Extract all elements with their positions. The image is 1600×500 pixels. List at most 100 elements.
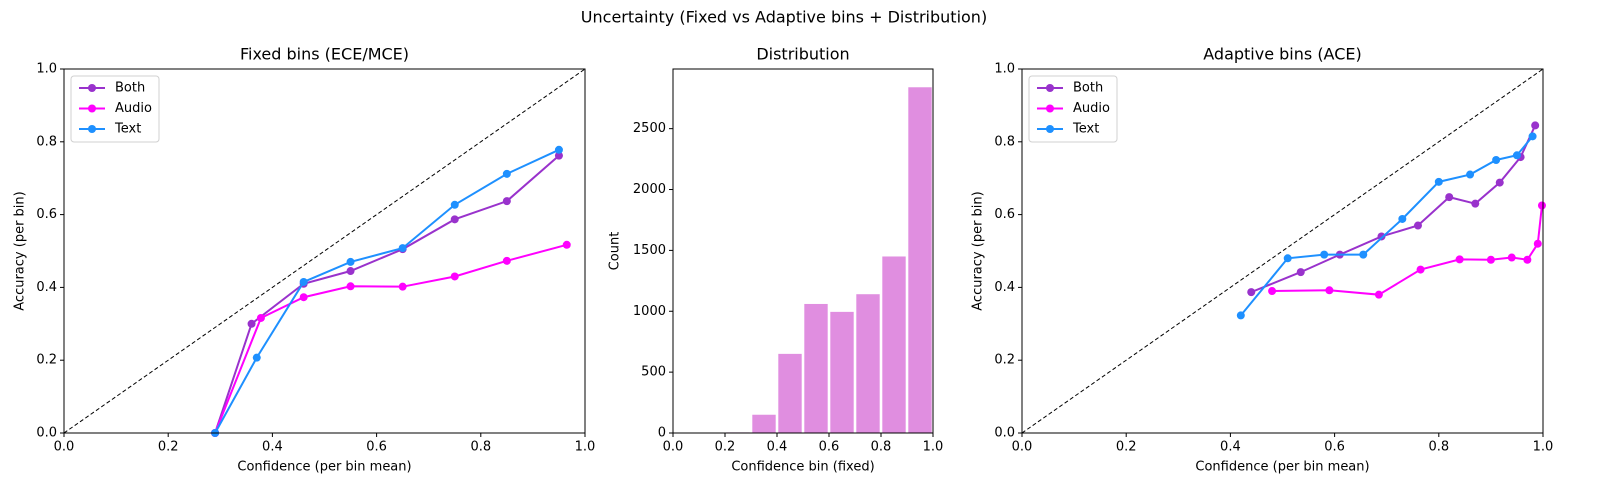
legend-label: Audio bbox=[115, 101, 152, 116]
legend-label: Both bbox=[1073, 81, 1103, 96]
series-marker bbox=[247, 319, 256, 328]
y-tick-label: 1.0 bbox=[36, 62, 57, 77]
series-marker bbox=[562, 240, 571, 249]
series-marker bbox=[1455, 255, 1464, 264]
x-tick-label: 0.0 bbox=[54, 440, 75, 455]
y-axis-label: Count bbox=[608, 232, 623, 271]
series-marker bbox=[502, 169, 511, 178]
x-tick-label: 0.4 bbox=[767, 440, 788, 455]
y-tick-label: 1000 bbox=[633, 304, 666, 319]
x-tick-label: 0.8 bbox=[871, 440, 892, 455]
y-tick-label: 500 bbox=[641, 365, 666, 380]
histogram-bar bbox=[908, 87, 932, 434]
y-tick-label: 0 bbox=[658, 426, 666, 441]
reference-diagonal bbox=[63, 68, 586, 434]
axes-title: Adaptive bins (ACE) bbox=[1203, 45, 1362, 64]
x-axis-label: Confidence (per bin mean) bbox=[237, 460, 411, 475]
series-marker bbox=[450, 272, 459, 281]
series-marker bbox=[1533, 239, 1542, 248]
y-tick-label: 0.0 bbox=[994, 426, 1015, 441]
histogram-bar bbox=[752, 414, 776, 433]
series-marker bbox=[1374, 290, 1383, 299]
y-tick-label: 0.4 bbox=[994, 280, 1015, 295]
x-tick-label: 0.6 bbox=[819, 440, 840, 455]
series-marker bbox=[1296, 268, 1305, 277]
series-marker bbox=[1495, 178, 1504, 187]
series-marker bbox=[1471, 199, 1480, 208]
series-marker bbox=[1445, 193, 1454, 202]
series-marker bbox=[346, 257, 355, 266]
series-line bbox=[214, 148, 560, 434]
series-marker bbox=[398, 282, 407, 291]
series-marker bbox=[1466, 170, 1475, 179]
series-marker bbox=[1325, 286, 1334, 295]
series-marker bbox=[1413, 221, 1422, 230]
y-tick-label: 1500 bbox=[633, 243, 666, 258]
series-marker bbox=[346, 282, 355, 291]
series-line bbox=[1250, 125, 1537, 294]
x-tick-label: 0.6 bbox=[366, 440, 387, 455]
x-axis-label: Confidence bin (fixed) bbox=[731, 460, 874, 475]
axes-frame bbox=[672, 68, 934, 434]
series-marker bbox=[1486, 255, 1495, 264]
legend-marker bbox=[1046, 104, 1054, 113]
y-tick-label: 0.2 bbox=[994, 353, 1015, 368]
x-tick-label: 0.0 bbox=[663, 440, 684, 455]
y-axis-label: Accuracy (per bin) bbox=[971, 191, 986, 310]
axes-title: Fixed bins (ECE/MCE) bbox=[240, 45, 409, 64]
y-tick-label: 0.6 bbox=[36, 207, 57, 222]
series-marker bbox=[502, 256, 511, 265]
series-marker bbox=[1236, 311, 1245, 320]
series-marker bbox=[502, 197, 511, 206]
x-tick-label: 0.4 bbox=[1220, 440, 1241, 455]
series-marker bbox=[252, 353, 261, 362]
legend-label: Text bbox=[1072, 122, 1099, 137]
x-tick-label: 0.2 bbox=[1116, 440, 1137, 455]
series-marker bbox=[1320, 250, 1329, 259]
legend-label: Text bbox=[114, 122, 141, 137]
series-marker bbox=[554, 145, 563, 154]
y-tick-label: 2000 bbox=[633, 182, 666, 197]
axes-frame bbox=[1021, 68, 1544, 434]
series-marker bbox=[1528, 132, 1537, 141]
series-marker bbox=[299, 293, 308, 302]
series-line bbox=[214, 243, 568, 434]
series-marker bbox=[299, 277, 308, 286]
x-tick-label: 0.6 bbox=[1324, 440, 1345, 455]
histogram-bar bbox=[856, 294, 880, 433]
y-tick-label: 2500 bbox=[633, 121, 666, 136]
y-tick-label: 0.8 bbox=[36, 134, 57, 149]
series-line bbox=[1240, 135, 1534, 317]
y-tick-label: 0.6 bbox=[994, 207, 1015, 222]
histogram-bar bbox=[830, 311, 854, 433]
reference-diagonal bbox=[1021, 68, 1544, 434]
series-marker bbox=[1537, 201, 1546, 210]
series-marker bbox=[1531, 121, 1540, 130]
x-tick-label: 1.0 bbox=[923, 440, 944, 455]
x-tick-label: 0.4 bbox=[262, 440, 283, 455]
x-axis-label: Confidence (per bin mean) bbox=[1195, 460, 1369, 475]
y-tick-label: 0.0 bbox=[36, 426, 57, 441]
x-tick-label: 1.0 bbox=[575, 440, 596, 455]
x-tick-label: 0.0 bbox=[1012, 440, 1033, 455]
series-marker bbox=[398, 244, 407, 253]
series-line bbox=[1272, 205, 1543, 296]
x-tick-label: 1.0 bbox=[1533, 440, 1554, 455]
series-marker bbox=[450, 200, 459, 209]
x-tick-label: 0.8 bbox=[470, 440, 491, 455]
axes-frame bbox=[63, 68, 586, 434]
y-tick-label: 0.8 bbox=[994, 134, 1015, 149]
series-marker bbox=[1434, 177, 1443, 186]
figure-title: Uncertainty (Fixed vs Adaptive bins + Di… bbox=[581, 8, 987, 27]
histogram-bar bbox=[804, 303, 828, 433]
series-marker bbox=[554, 151, 563, 160]
series-marker bbox=[1359, 250, 1368, 259]
x-tick-label: 0.8 bbox=[1428, 440, 1449, 455]
series-marker bbox=[1377, 232, 1386, 241]
legend-marker bbox=[88, 84, 96, 92]
series-marker bbox=[1512, 151, 1521, 160]
series-marker bbox=[450, 215, 459, 224]
histogram-bar bbox=[882, 256, 906, 433]
y-axis-label: Accuracy (per bin) bbox=[13, 191, 28, 310]
